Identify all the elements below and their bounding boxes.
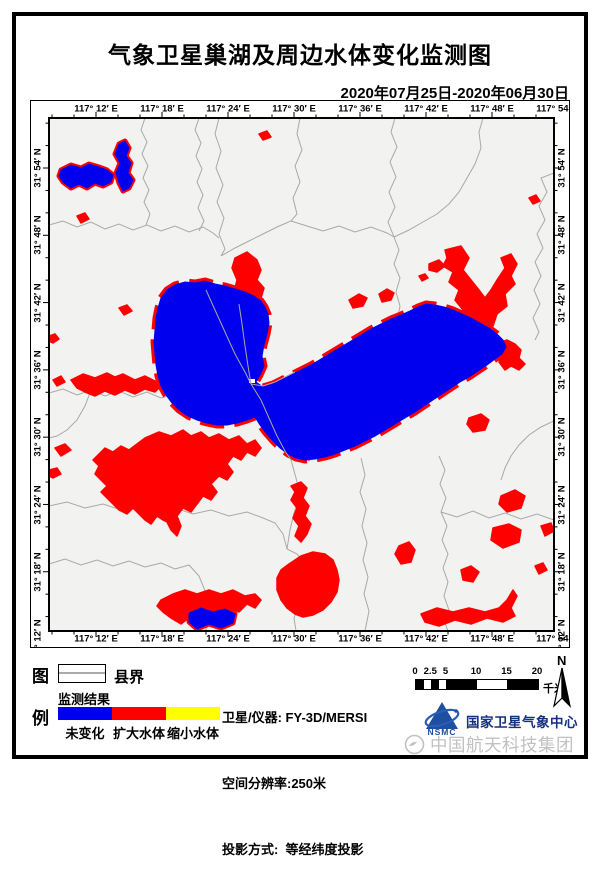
lon-label-bottom: 117° 12′ E xyxy=(74,633,118,645)
lon-label-top: 117° 12′ E xyxy=(74,103,118,115)
legend-colorbar-labels: 未变化 扩大水体 缩小水体 xyxy=(58,723,220,742)
lat-label-left: 31° 54′ N xyxy=(32,148,44,188)
page-title: 气象卫星巢湖及周边水体变化监测图 xyxy=(108,42,492,68)
scale-bar-number: 10 xyxy=(470,666,482,677)
lon-label-top: 117° 42′ E xyxy=(404,103,448,115)
lon-label-bottom: 117° 18′ E xyxy=(140,633,184,645)
lat-label-right: 31° 24′ N xyxy=(556,484,568,525)
lat-label-right: 31° 48′ N xyxy=(556,215,568,255)
lon-label-top: 117° 48′ E xyxy=(470,103,514,115)
legend-char-li: 例 xyxy=(32,709,49,728)
axis-ticks xyxy=(43,112,560,637)
lat-label-right: 31° 12′ N xyxy=(556,619,568,648)
lon-label-bottom: 117° 48′ E xyxy=(470,633,514,645)
lat-label-left: 31° 12′ N xyxy=(32,619,44,648)
lat-label-left: 31° 18′ N xyxy=(32,552,44,592)
scale-bar-number: 2.5 xyxy=(423,666,437,677)
watermark-text: 中国航天科技集团 xyxy=(430,735,574,755)
lat-label-left: 31° 42′ N xyxy=(32,282,44,323)
scale-bar-number: 15 xyxy=(501,666,512,677)
page: { "title": "气象卫星巢湖及周边水体变化监测图", "date_ran… xyxy=(12,12,588,857)
legend-swatch-未变化 xyxy=(58,707,112,720)
legend-swatch-扩大水体 xyxy=(112,707,166,720)
scale-bar-segment xyxy=(416,680,424,689)
scale-bar-segments xyxy=(415,679,539,690)
scale-bar-number: 20 xyxy=(531,666,543,677)
lon-label-bottom: 117° 36′ E xyxy=(338,633,382,645)
lat-label-left: 31° 30′ N xyxy=(32,417,44,457)
watermark: 中国航天科技集团 xyxy=(404,732,574,757)
nsmc-acronym: NSMC xyxy=(427,727,457,737)
lon-label-bottom: 117° 54′ E xyxy=(536,633,570,645)
monitoring-result-label: 监测结果 xyxy=(58,692,111,707)
legend-swatch-label: 未变化 xyxy=(65,726,105,741)
spatial-resolution: 空间分辨率:250米 xyxy=(222,776,327,791)
scale-bar-number: 0 xyxy=(412,666,418,677)
casc-logo-icon xyxy=(404,734,425,755)
lon-label-top: 117° 30′ E xyxy=(272,103,316,115)
lat-label-left: 31° 24′ N xyxy=(32,484,44,525)
scale-bar-segment xyxy=(438,680,447,689)
scale-bar: 0 2.5 5 10 15 20 千米 xyxy=(412,666,575,696)
satellite-instrument: 卫星/仪器: FY-3D/MERSI xyxy=(222,710,368,725)
projection-method: 投影方式: 等经纬度投影 xyxy=(222,842,364,857)
lat-label-right: 31° 36′ N xyxy=(556,350,568,390)
page-border xyxy=(12,12,588,759)
map-canvas xyxy=(43,112,560,637)
lon-label-bottom: 117° 30′ E xyxy=(272,633,316,645)
scale-bar-segment xyxy=(431,680,439,689)
county-line-sample xyxy=(59,672,105,674)
north-label: N xyxy=(557,653,567,668)
lat-label-right: 31° 18′ N xyxy=(556,552,568,592)
small-lakes-unchanged-water xyxy=(58,140,236,630)
map-plot-area xyxy=(49,118,554,631)
lon-label-bottom: 117° 24′ E xyxy=(206,633,250,645)
county-boundaries xyxy=(49,118,554,631)
lat-label-right: 31° 30′ N xyxy=(556,417,568,457)
lon-label-top: 117° 18′ E xyxy=(140,103,184,115)
legend-colorbar xyxy=(58,707,220,720)
scale-bar-segment xyxy=(476,680,508,689)
county-boundary-symbol xyxy=(58,664,106,683)
lat-label-left: 31° 36′ N xyxy=(32,350,44,390)
north-arrow-icon xyxy=(552,667,572,708)
date-range: 2020年07月25日-2020年06月30日 xyxy=(340,85,569,102)
lat-label-right: 31° 42′ N xyxy=(556,282,568,323)
plot-border xyxy=(48,117,555,632)
lon-label-top: 117° 54′ E xyxy=(536,103,570,115)
north-arrow: N xyxy=(549,653,579,709)
scale-bar-number: 5 xyxy=(442,666,449,677)
lon-label-top: 117° 24′ E xyxy=(206,103,250,115)
map-info-block: 卫星/仪器: FY-3D/MERSI 空间分辨率:250米 投影方式: 等经纬度… xyxy=(222,663,367,883)
scale-bar-segment xyxy=(446,680,477,689)
map-frame: 117° 12′ E 117° 12′ E 117° 18′ E 117° 18′ E… xyxy=(30,100,570,648)
nsmc-name: 国家卫星气象中心 xyxy=(466,715,578,730)
legend-swatch-label: 缩小水体 xyxy=(166,726,219,741)
scale-bar-segment xyxy=(423,680,432,689)
county-boundaries-over-lake xyxy=(205,289,296,461)
lat-label-right: 31° 54′ N xyxy=(556,148,568,188)
scale-bar-segment xyxy=(507,680,538,689)
nsmc-logo-icon xyxy=(424,702,460,729)
county-boundary-label: 县界 xyxy=(114,669,145,686)
legend-swatch-label: 扩大水体 xyxy=(112,726,165,741)
lon-label-top: 117° 36′ E xyxy=(338,103,382,115)
legend-char-tu: 图 xyxy=(32,667,49,686)
lat-label-left: 31° 48′ N xyxy=(32,215,44,255)
lon-label-bottom: 117° 42′ E xyxy=(404,633,448,645)
legend-swatch-缩小水体 xyxy=(166,707,220,720)
